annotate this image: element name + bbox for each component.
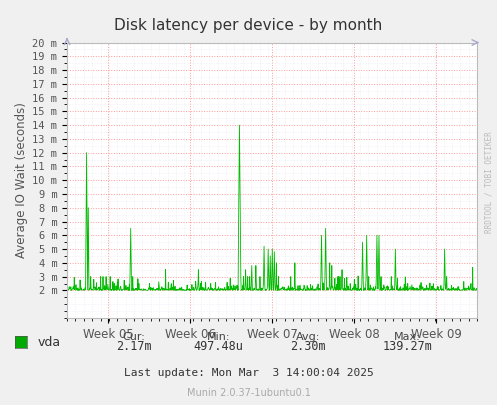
Text: 2.17m: 2.17m: [116, 340, 152, 353]
Text: 2.30m: 2.30m: [290, 340, 326, 353]
Text: RRDTOOL / TOBI OETIKER: RRDTOOL / TOBI OETIKER: [484, 131, 493, 233]
Text: vda: vda: [37, 336, 61, 349]
Y-axis label: Average IO Wait (seconds): Average IO Wait (seconds): [15, 102, 28, 258]
Text: 139.27m: 139.27m: [383, 340, 432, 353]
Text: Munin 2.0.37-1ubuntu0.1: Munin 2.0.37-1ubuntu0.1: [186, 388, 311, 398]
Text: Avg:: Avg:: [296, 332, 321, 342]
Text: Last update: Mon Mar  3 14:00:04 2025: Last update: Mon Mar 3 14:00:04 2025: [124, 368, 373, 378]
Text: Cur:: Cur:: [123, 332, 146, 342]
Text: 497.48u: 497.48u: [194, 340, 244, 353]
Text: Max:: Max:: [394, 332, 421, 342]
Text: Disk latency per device - by month: Disk latency per device - by month: [114, 18, 383, 33]
Text: Min:: Min:: [207, 332, 231, 342]
